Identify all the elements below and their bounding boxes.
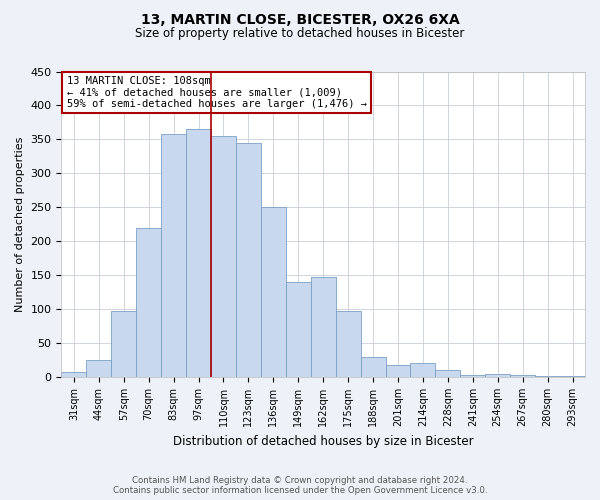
Bar: [510, 375, 535, 377]
Text: Contains HM Land Registry data © Crown copyright and database right 2024.: Contains HM Land Registry data © Crown c…: [132, 476, 468, 485]
Text: 13, MARTIN CLOSE, BICESTER, OX26 6XA: 13, MARTIN CLOSE, BICESTER, OX26 6XA: [140, 12, 460, 26]
Bar: [261, 208, 286, 377]
Bar: [361, 356, 386, 377]
Y-axis label: Number of detached properties: Number of detached properties: [15, 136, 25, 312]
Bar: [211, 136, 236, 377]
Bar: [186, 129, 211, 377]
Bar: [86, 360, 111, 377]
Bar: [161, 134, 186, 377]
Bar: [560, 376, 585, 377]
Bar: [386, 365, 410, 377]
Bar: [535, 376, 560, 377]
Bar: [136, 228, 161, 377]
Bar: [410, 364, 436, 377]
Bar: [111, 310, 136, 377]
Bar: [61, 372, 86, 377]
Bar: [236, 143, 261, 377]
X-axis label: Distribution of detached houses by size in Bicester: Distribution of detached houses by size …: [173, 434, 473, 448]
Text: Contains public sector information licensed under the Open Government Licence v3: Contains public sector information licen…: [113, 486, 487, 495]
Bar: [335, 311, 361, 377]
Bar: [286, 282, 311, 377]
Text: Size of property relative to detached houses in Bicester: Size of property relative to detached ho…: [136, 28, 464, 40]
Bar: [436, 370, 460, 377]
Text: 13 MARTIN CLOSE: 108sqm
← 41% of detached houses are smaller (1,009)
59% of semi: 13 MARTIN CLOSE: 108sqm ← 41% of detache…: [67, 76, 367, 110]
Bar: [311, 276, 335, 377]
Bar: [485, 374, 510, 377]
Bar: [460, 375, 485, 377]
